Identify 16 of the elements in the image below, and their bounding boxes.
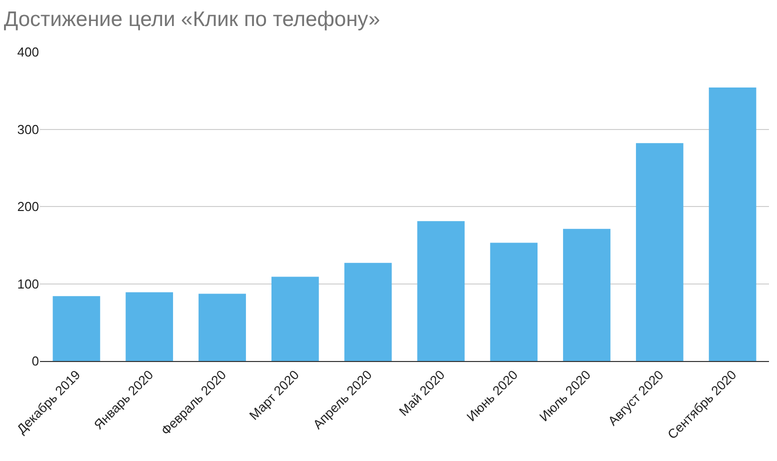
bar xyxy=(490,242,538,361)
y-tick-label: 400 xyxy=(17,44,39,60)
bar xyxy=(563,228,610,361)
y-tick-label: 200 xyxy=(17,199,39,214)
y-tick-label: 100 xyxy=(17,276,39,292)
bar xyxy=(417,221,465,361)
bar xyxy=(636,143,684,361)
y-tick-label: 0 xyxy=(32,354,39,369)
bar xyxy=(52,296,100,361)
bar xyxy=(271,276,319,361)
bar xyxy=(126,292,174,361)
bar xyxy=(198,294,246,361)
bar xyxy=(708,88,756,361)
bar xyxy=(344,262,392,361)
y-tick-label: 300 xyxy=(17,122,39,137)
chart-title: Достижение цели «Клик по телефону» xyxy=(4,8,380,32)
